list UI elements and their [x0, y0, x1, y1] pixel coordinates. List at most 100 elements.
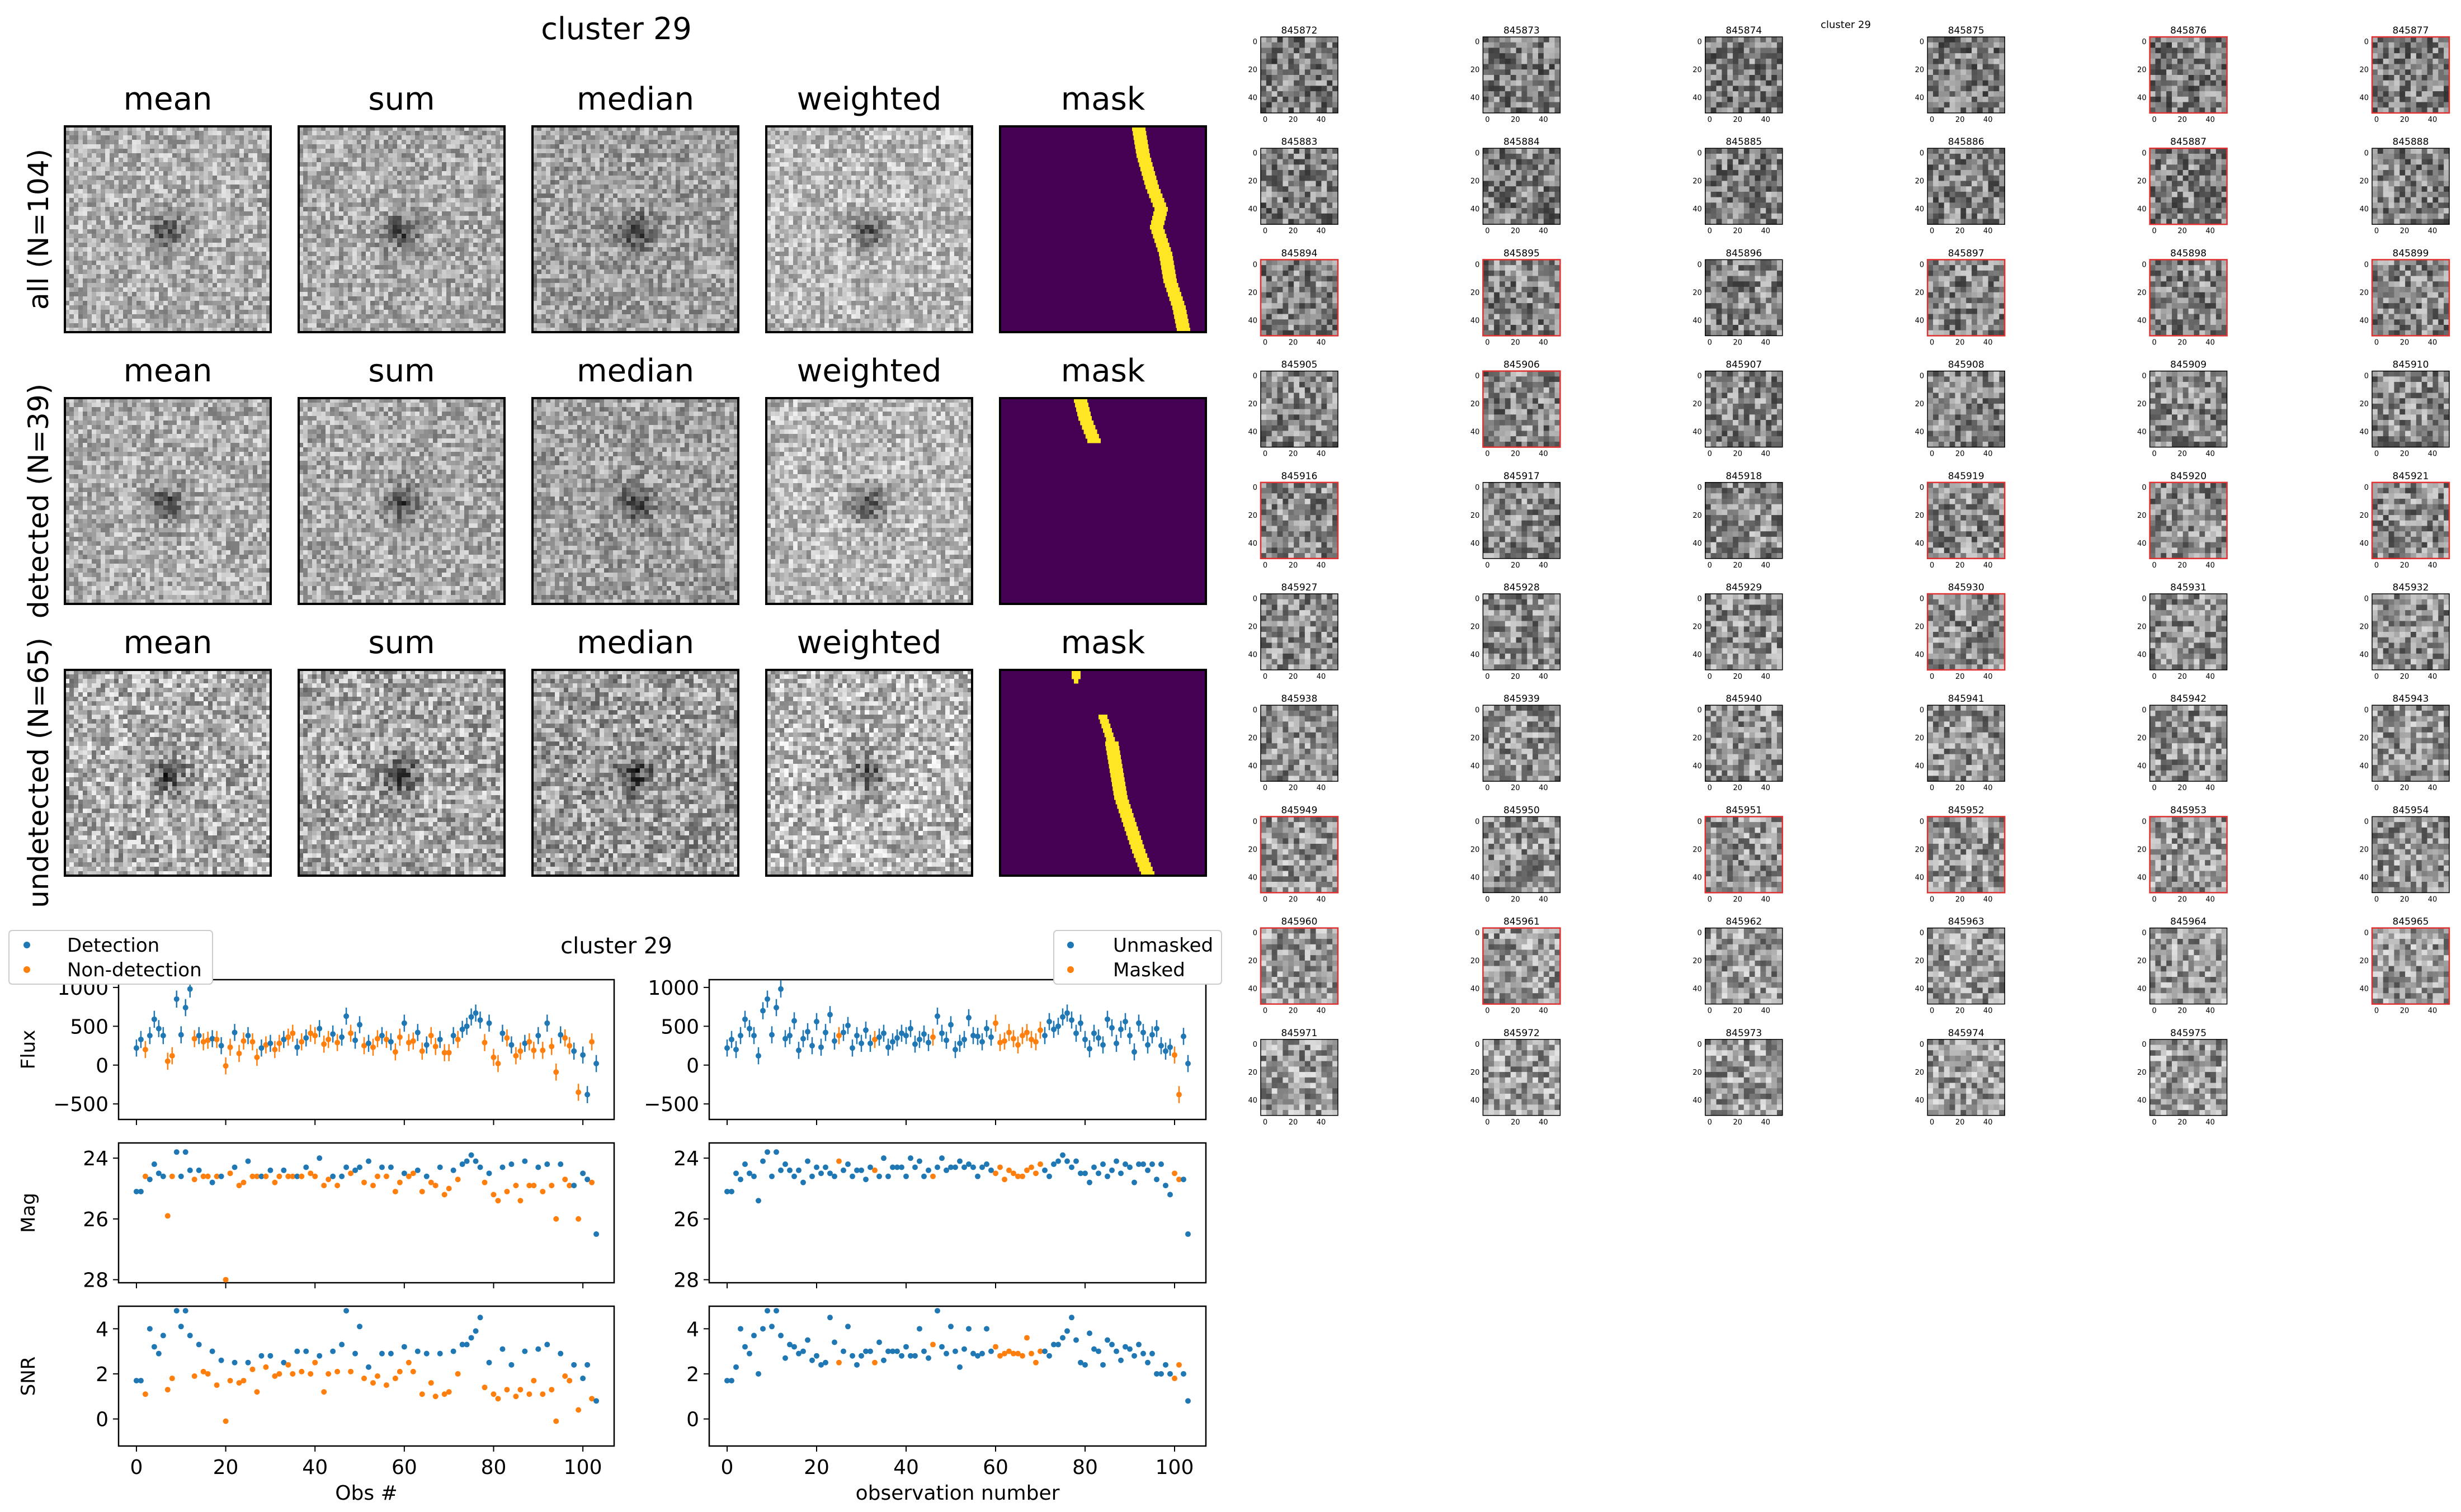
stack-pixel [128, 140, 132, 144]
stack-pixel [213, 176, 217, 180]
stack-pixel [186, 252, 190, 256]
stack-pixel [136, 261, 141, 265]
stack-pixel [123, 149, 128, 153]
stack-pixel [123, 153, 128, 158]
stack-pixel [83, 314, 87, 319]
stack-pixel [83, 144, 87, 149]
stack-pixel [186, 131, 190, 135]
stack-pixel [128, 176, 132, 180]
stack-pixel [132, 301, 136, 305]
stack-pixel [150, 274, 154, 278]
stack-pixel [141, 153, 145, 158]
stack-pixel [217, 305, 221, 310]
stack-pixel [213, 283, 217, 287]
stack-pixel [235, 135, 239, 140]
stack-pixel [168, 261, 172, 265]
stack-pixel [177, 189, 181, 193]
stack-pixel [199, 301, 204, 305]
stack-pixel [96, 207, 101, 211]
stack-pixel [150, 310, 154, 314]
stack-pixel [128, 243, 132, 247]
stack-pixel [154, 153, 159, 158]
stack-pixel [230, 171, 235, 176]
stack-pixel [119, 202, 123, 207]
stack-pixel [177, 167, 181, 171]
stack-pixel [235, 278, 239, 283]
stack-pixel [190, 171, 195, 176]
stack-pixel [253, 167, 257, 171]
stack-pixel [257, 144, 262, 149]
stack-pixel [168, 207, 172, 211]
stack-pixel [154, 176, 159, 180]
stack-pixel [105, 238, 110, 243]
stack-pixel [186, 265, 190, 270]
stack-pixel [248, 323, 253, 328]
stack-pixel [96, 193, 101, 198]
stack-pixel [69, 305, 74, 310]
stack-pixel [172, 176, 177, 180]
stack-pixel [123, 261, 128, 265]
stack-pixel [172, 140, 177, 144]
stack-pixel [83, 180, 87, 185]
stack-pixel [226, 265, 230, 270]
stack-pixel [257, 185, 262, 189]
stack-pixel [204, 225, 208, 229]
stack-pixel [253, 144, 257, 149]
stack-pixel [239, 278, 244, 283]
stack-pixel [230, 243, 235, 247]
stack-pixel [78, 202, 83, 207]
stack-pixel [132, 158, 136, 162]
stack-pixel [114, 243, 119, 247]
stack-pixel [163, 193, 168, 198]
stack-pixel [199, 180, 204, 185]
stack-pixel [230, 149, 235, 153]
stack-pixel [208, 158, 213, 162]
stack-pixel [195, 167, 199, 171]
stack-pixel [239, 189, 244, 193]
stack-pixel [136, 287, 141, 292]
stack-pixel [248, 207, 253, 211]
stack-pixel [190, 202, 195, 207]
stack-pixel [208, 131, 213, 135]
stack-row-label: all (N=104) [22, 149, 55, 310]
stack-pixel [78, 261, 83, 265]
stack-pixel [204, 189, 208, 193]
stack-pixel [132, 225, 136, 229]
stack-pixel [128, 261, 132, 265]
stack-pixel [244, 162, 248, 167]
stack-pixel [96, 310, 101, 314]
stack-pixel [110, 153, 114, 158]
stack-pixel [74, 270, 78, 274]
stack-pixel [190, 216, 195, 220]
stack-pixel [168, 323, 172, 328]
stack-pixel [181, 185, 186, 189]
stack-pixel [204, 135, 208, 140]
stack-pixel [186, 220, 190, 225]
stack-pixel [110, 140, 114, 144]
stack-pixel [186, 153, 190, 158]
stack-pixel [199, 292, 204, 296]
stack-pixel [226, 229, 230, 234]
stack-pixel [172, 198, 177, 202]
stack-pixel [154, 292, 159, 296]
stack-pixel [110, 314, 114, 319]
stack-pixel [199, 287, 204, 292]
stack-pixel [226, 292, 230, 296]
stack-pixel [204, 252, 208, 256]
stack-pixel [78, 180, 83, 185]
stack-pixel [181, 211, 186, 216]
stack-pixel [226, 296, 230, 301]
stack-pixel [217, 265, 221, 270]
stack-pixel [195, 185, 199, 189]
stack-pixel [186, 283, 190, 287]
stack-pixel [177, 211, 181, 216]
stack-pixel [105, 211, 110, 216]
stack-pixel [204, 193, 208, 198]
stack-pixel [78, 278, 83, 283]
stack-pixel [186, 256, 190, 261]
stack-pixel [253, 305, 257, 310]
stack-pixel [114, 162, 119, 167]
stack-pixel [105, 162, 110, 167]
stack-pixel [230, 193, 235, 198]
stack-pixel [154, 278, 159, 283]
